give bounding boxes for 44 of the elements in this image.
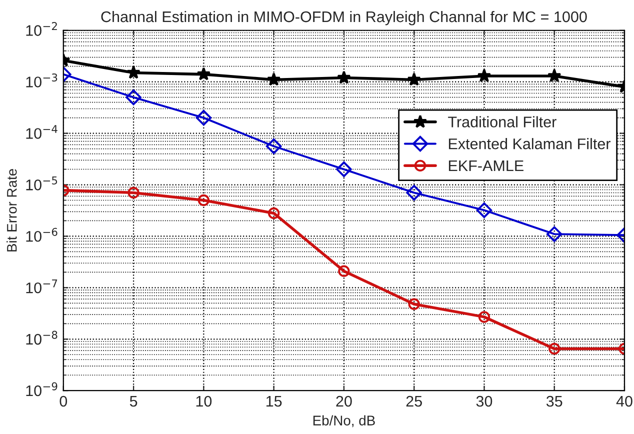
point bbox=[477, 68, 492, 82]
point bbox=[196, 110, 212, 126]
x-tick-label: 10 bbox=[196, 396, 212, 407]
point bbox=[196, 67, 211, 80]
point bbox=[266, 138, 282, 154]
legend-label: Extented Kalaman Filter bbox=[448, 138, 610, 150]
x-tick-label: 5 bbox=[130, 396, 138, 407]
point bbox=[266, 72, 281, 86]
point bbox=[128, 186, 140, 199]
y-axis-title: Bit Error Rate bbox=[6, 169, 17, 252]
chart-title: Channal Estimation in MIMO-OFDM in Rayleigh Channal for MC = 1000 bbox=[101, 10, 587, 26]
x-tick-label: 35 bbox=[546, 396, 562, 407]
x-tick-label: 25 bbox=[406, 396, 422, 407]
point bbox=[338, 265, 350, 277]
y-tick-label: 10$^{−4}$ bbox=[26, 125, 58, 139]
point bbox=[546, 226, 562, 242]
x-tick-label: 0 bbox=[60, 396, 68, 407]
legend-label: EKF-AMLE bbox=[448, 160, 524, 172]
x-tick-label: 40 bbox=[616, 396, 632, 407]
point bbox=[408, 298, 420, 310]
y-tick-label: 10$^{−9}$ bbox=[26, 382, 58, 396]
point bbox=[548, 342, 560, 355]
y-tick-label: 10$^{−6}$ bbox=[26, 228, 58, 242]
y-tick-label: 10$^{−5}$ bbox=[26, 176, 58, 190]
point bbox=[126, 89, 142, 106]
point bbox=[336, 161, 352, 178]
point bbox=[198, 194, 210, 206]
point bbox=[406, 184, 422, 201]
point bbox=[547, 68, 562, 82]
point bbox=[337, 70, 351, 84]
y-tick-label: 10$^{−2}$ bbox=[26, 22, 57, 36]
x-axis-title: Eb/No, dB bbox=[313, 415, 375, 428]
point bbox=[126, 66, 140, 79]
legend-label: Traditional Filter bbox=[448, 116, 556, 128]
point bbox=[407, 72, 421, 86]
point bbox=[478, 311, 490, 323]
x-tick-label: 30 bbox=[476, 396, 492, 407]
point bbox=[476, 202, 492, 218]
x-tick-label: 20 bbox=[336, 396, 352, 407]
point bbox=[268, 207, 280, 220]
y-tick-label: 10$^{−8}$ bbox=[26, 330, 58, 345]
x-tick-label: 15 bbox=[266, 396, 282, 407]
y-tick-label: 10$^{−3}$ bbox=[26, 73, 58, 88]
y-tick-label: 10$^{−7}$ bbox=[26, 279, 58, 294]
